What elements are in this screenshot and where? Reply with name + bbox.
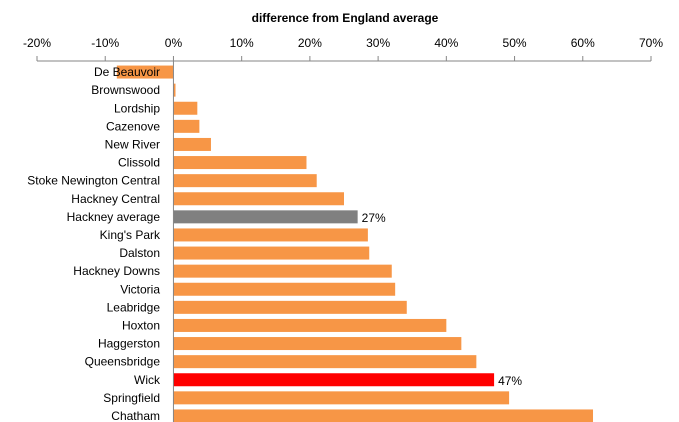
bar	[173, 373, 495, 387]
data-label: 47%	[498, 374, 522, 388]
category-label: Hackney Central	[71, 192, 160, 206]
bar	[173, 246, 370, 260]
bar	[173, 391, 510, 405]
bar	[173, 264, 392, 278]
category-label: Cazenove	[106, 119, 160, 133]
x-axis: -20% -10% 0% 10% 20% 30% 40% 50% 60% 70%	[23, 36, 663, 62]
x-tick-label: 10%	[230, 36, 254, 50]
bar	[173, 228, 368, 242]
chart-title: difference from England average	[252, 11, 439, 25]
category-label: Chatham	[111, 409, 160, 422]
bar	[173, 192, 344, 206]
category-label: Brownswood	[91, 83, 160, 97]
category-label: Leabridge	[107, 300, 161, 314]
bar	[173, 210, 358, 224]
category-label: Lordship	[114, 101, 160, 115]
category-label: Clissold	[118, 156, 160, 170]
bar	[173, 156, 307, 170]
data-labels: 27% 47%	[362, 211, 523, 388]
category-label: Dalston	[119, 246, 160, 260]
category-label: Hoxton	[122, 318, 160, 332]
x-tick-label: 30%	[366, 36, 390, 50]
bar	[173, 174, 317, 188]
x-tick-label: 20%	[298, 36, 322, 50]
bar	[173, 337, 462, 351]
x-tick-label: -20%	[23, 36, 51, 50]
category-label: De Beauvoir	[94, 65, 160, 79]
bar	[173, 282, 396, 296]
x-tick-label: 0%	[165, 36, 183, 50]
bar	[116, 65, 174, 79]
bar	[173, 318, 447, 332]
bar	[173, 409, 594, 422]
category-label: Wick	[134, 373, 161, 387]
bar	[173, 119, 200, 133]
x-tick-label: 50%	[503, 36, 527, 50]
category-label: Hackney average	[67, 210, 161, 224]
bar	[173, 355, 477, 369]
category-labels: De Beauvoir Brownswood Lordship Cazenove New…	[27, 65, 161, 422]
x-tick-label: 60%	[571, 36, 595, 50]
category-label: Springfield	[103, 391, 160, 405]
category-label: New River	[105, 137, 160, 151]
category-label: Victoria	[120, 282, 160, 296]
category-label: Haggerston	[98, 337, 160, 351]
category-label: Queensbridge	[85, 355, 161, 369]
x-tick-label: -10%	[91, 36, 119, 50]
category-label: Stoke Newington Central	[27, 174, 160, 188]
category-label: Hackney Downs	[73, 264, 160, 278]
category-label: King's Park	[100, 228, 161, 242]
bar	[173, 137, 211, 151]
bar	[173, 101, 198, 115]
bar	[173, 83, 176, 97]
bars	[116, 65, 594, 422]
data-label: 27%	[362, 211, 386, 225]
bar	[173, 300, 407, 314]
x-tick-label: 40%	[434, 36, 458, 50]
x-tick-label: 70%	[639, 36, 663, 50]
